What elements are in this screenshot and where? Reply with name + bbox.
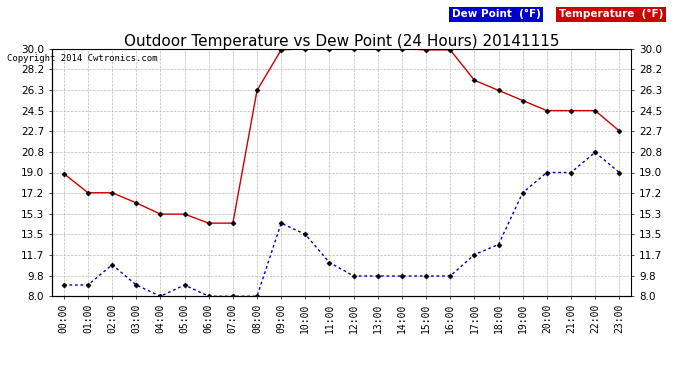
Title: Outdoor Temperature vs Dew Point (24 Hours) 20141115: Outdoor Temperature vs Dew Point (24 Hou… <box>124 34 560 49</box>
Text: Temperature  (°F): Temperature (°F) <box>559 9 663 20</box>
Text: Dew Point  (°F): Dew Point (°F) <box>452 9 541 20</box>
Text: Copyright 2014 Cwtronics.com: Copyright 2014 Cwtronics.com <box>7 54 157 63</box>
